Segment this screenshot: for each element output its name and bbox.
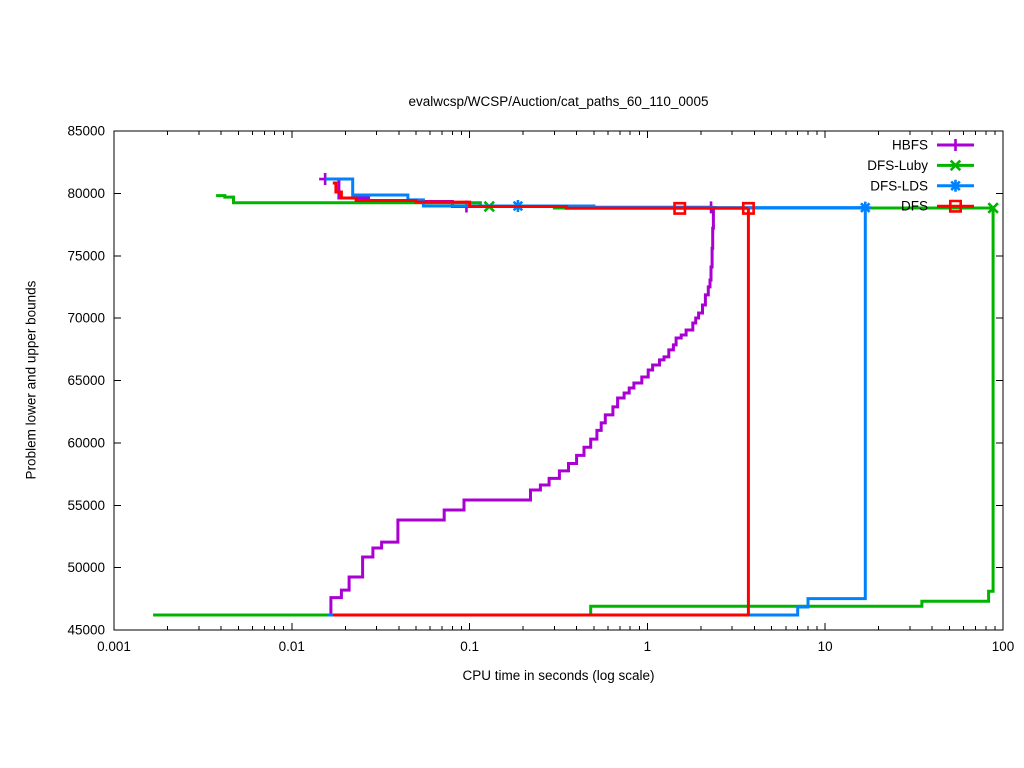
square-marker-DFS — [673, 201, 687, 215]
series-DFS — [332, 181, 755, 617]
series-line-DFS — [332, 181, 749, 210]
x-axis-label: CPU time in seconds (log scale) — [462, 668, 655, 683]
y-tick-label: 65000 — [67, 373, 105, 388]
series-line-DFS — [332, 208, 750, 617]
y-axis-label: Problem lower and upper bounds — [23, 280, 39, 480]
y-tick-label: 55000 — [67, 498, 105, 513]
series-line-DFS-LDS — [328, 207, 867, 617]
series-HBFS — [312, 173, 718, 617]
legend-label-DFS-Luby: DFS-Luby — [867, 158, 928, 173]
series-DFS-LDS — [325, 177, 872, 617]
chart-title: evalwcsp/WCSP/Auction/cat_paths_60_110_0… — [408, 94, 709, 109]
square-marker-DFS — [741, 201, 755, 215]
x-tick-label: 0.001 — [97, 639, 131, 654]
cross-marker-DFS-Luby — [987, 202, 999, 214]
plot-border-and-ticks — [113, 130, 1004, 631]
star-marker-DFS-LDS — [859, 201, 872, 214]
series-line-DFS-Luby — [153, 208, 995, 617]
legend: HBFS DFS-Luby DFS-LDS DFS — [867, 138, 974, 214]
legend-label-DFS: DFS — [901, 199, 928, 214]
series-line-HBFS — [312, 207, 715, 617]
y-tick-label: 45000 — [67, 623, 105, 638]
x-tick-label: 1 — [644, 639, 652, 654]
legend-square-marker-DFS — [949, 199, 962, 213]
legend-plus-marker-HBFS — [949, 139, 962, 151]
y-tick-label: 75000 — [67, 248, 105, 263]
legend-cross-marker-DFS-Luby — [949, 159, 962, 172]
series-DFS-Luby — [153, 194, 999, 617]
y-tick-label: 80000 — [67, 186, 105, 201]
x-tick-label: 100 — [992, 639, 1015, 654]
y-tick-label: 70000 — [67, 311, 105, 326]
legend-star-marker-DFS-LDS — [949, 179, 962, 192]
x-tick-label: 0.01 — [279, 639, 305, 654]
x-tick-label: 10 — [818, 639, 833, 654]
x-tick-labels: 0.001 0.01 0.1 1 10 100 — [97, 639, 1014, 654]
x-tick-label: 0.1 — [460, 639, 479, 654]
legend-label-DFS-LDS: DFS-LDS — [870, 178, 928, 193]
y-tick-label: 50000 — [67, 560, 105, 575]
y-tick-labels: 45000 50000 55000 60000 65000 70000 75000 80000… — [67, 124, 105, 638]
legend-label-HBFS: HBFS — [892, 138, 928, 153]
y-tick-label: 85000 — [67, 124, 105, 139]
y-tick-label: 60000 — [67, 435, 105, 450]
